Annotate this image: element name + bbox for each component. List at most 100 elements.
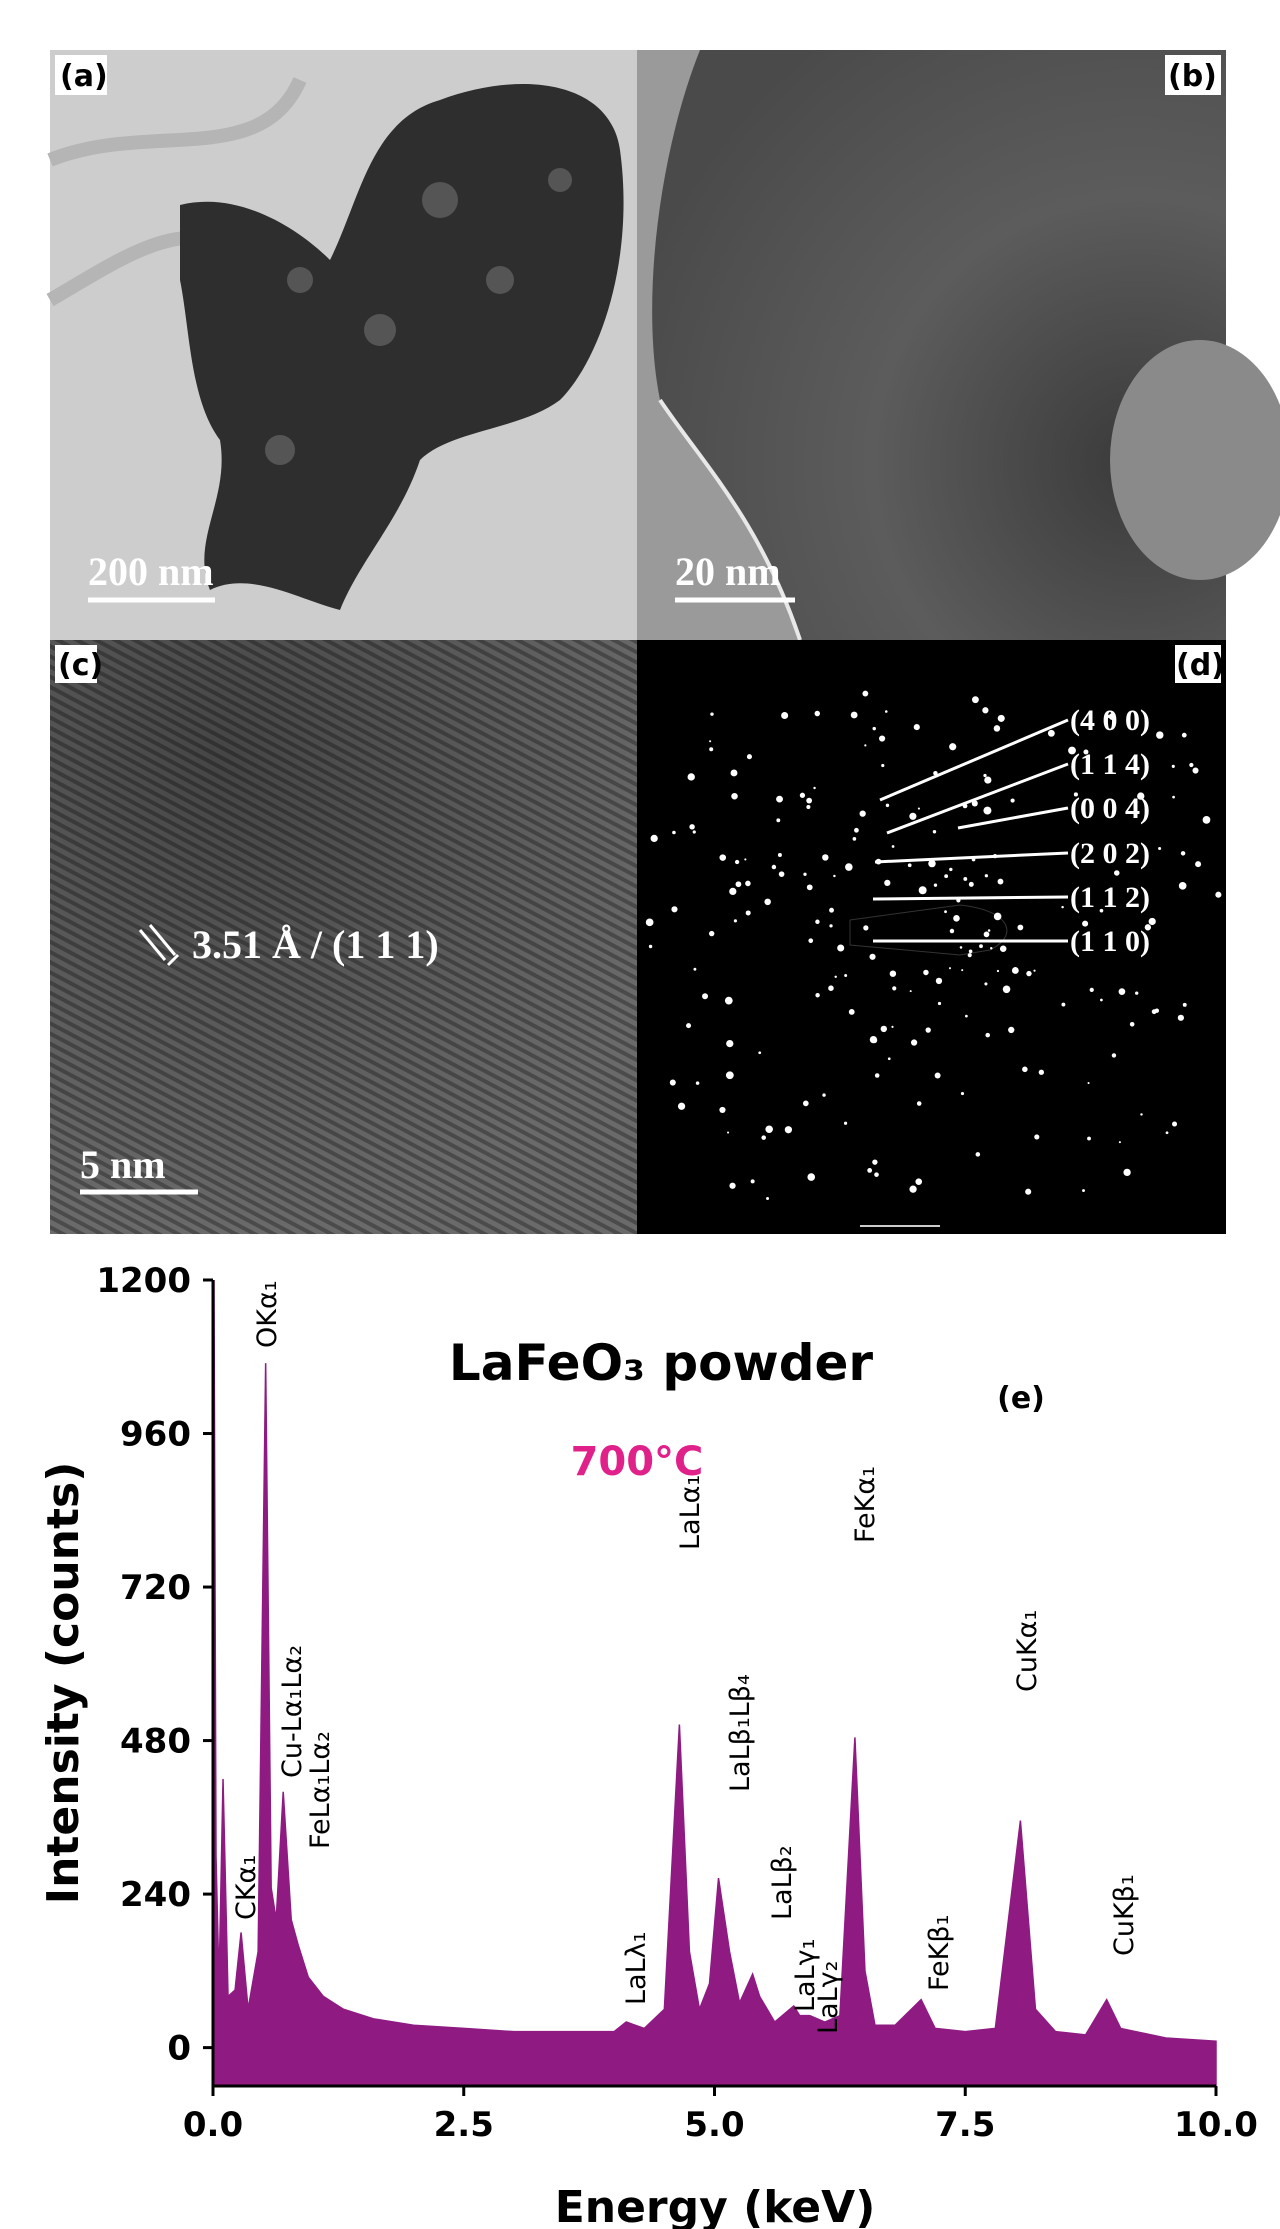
diffraction-spot xyxy=(776,818,781,823)
diffraction-spot xyxy=(1165,1131,1169,1135)
diffraction-spot xyxy=(802,1100,809,1107)
diffraction-spot xyxy=(834,975,837,979)
spectrum-area xyxy=(213,1279,1217,2087)
diffraction-spot xyxy=(1008,1026,1015,1034)
diffraction-spot xyxy=(869,953,876,960)
diffraction-spot xyxy=(725,1071,734,1080)
diffraction-spot xyxy=(1144,924,1152,931)
diffraction-spot xyxy=(881,763,885,768)
diffraction-spot xyxy=(710,712,714,716)
diffraction-spot xyxy=(913,724,920,731)
diffraction-spot xyxy=(864,744,867,747)
diffraction-spot xyxy=(806,797,813,804)
spot-label: (4 0 0) xyxy=(1070,704,1150,737)
diffraction-spot xyxy=(1111,1053,1117,1058)
diffraction-spot xyxy=(909,990,912,993)
spot-label: (2 0 2) xyxy=(1070,837,1150,870)
diffraction-spot xyxy=(758,1051,762,1055)
diffraction-spot xyxy=(915,1178,923,1185)
diffraction-spot xyxy=(878,735,886,742)
diffraction-spot xyxy=(854,827,859,833)
diffraction-spot xyxy=(1135,991,1139,995)
diffraction-spot xyxy=(1010,798,1015,803)
diffraction-spot xyxy=(645,918,654,927)
diffraction-spot xyxy=(987,929,991,932)
diffraction-spot xyxy=(1100,998,1103,1002)
diffraction-spot xyxy=(764,898,771,906)
y-tick-label: 960 xyxy=(120,1415,191,1455)
diffraction-spot xyxy=(813,786,816,790)
diffraction-spot xyxy=(776,795,783,803)
diffraction-spot xyxy=(997,714,1005,722)
diffraction-spot xyxy=(874,1073,880,1078)
lattice-annotation: 3.51 Å / (1 1 1) xyxy=(192,922,439,967)
diffraction-spot xyxy=(669,1079,676,1086)
peak-label: LaLλ₁ xyxy=(621,1932,652,2005)
panel-a: (a) 200 nm xyxy=(46,50,637,640)
diffraction-spot xyxy=(689,824,695,830)
diffraction-spot xyxy=(884,710,888,713)
diffraction-spot xyxy=(968,949,973,954)
diffraction-spot xyxy=(1123,1168,1131,1177)
peak-label: FeKα₁ xyxy=(850,1466,881,1543)
diffraction-spot xyxy=(708,930,715,937)
diffraction-spot xyxy=(672,830,676,835)
diffraction-spot xyxy=(923,969,929,976)
y-tick-label: 240 xyxy=(120,1875,191,1915)
diffraction-spot xyxy=(984,982,988,986)
diffraction-spot xyxy=(993,912,1002,921)
diffraction-spot xyxy=(829,924,833,928)
diffraction-spot xyxy=(709,740,712,743)
panel-label: (b) xyxy=(1168,59,1217,94)
diffraction-spot xyxy=(784,1126,793,1134)
diffraction-spot xyxy=(845,863,853,871)
diffraction-spot xyxy=(1033,969,1036,972)
diffraction-spot xyxy=(815,919,820,924)
diffraction-spot xyxy=(734,859,740,865)
scale-bar-label: 20 nm xyxy=(675,549,781,594)
diffraction-spot xyxy=(1171,764,1175,768)
scale-bar-label: 200 nm xyxy=(88,549,214,594)
diffraction-spot xyxy=(872,1159,878,1165)
diffraction-spot xyxy=(887,1057,891,1061)
diffraction-spot xyxy=(925,1027,931,1033)
diffraction-spot xyxy=(949,867,953,872)
diffraction-spot xyxy=(1089,987,1094,992)
spot-label: (1 1 2) xyxy=(1070,881,1150,914)
diffraction-spot xyxy=(803,872,807,876)
diffraction-spot xyxy=(1172,1121,1178,1127)
diffraction-spot xyxy=(869,1035,878,1044)
diffraction-spot xyxy=(726,1131,730,1134)
diffraction-spot xyxy=(1087,1082,1090,1085)
panel-label: (e) xyxy=(997,1381,1045,1416)
diffraction-spot xyxy=(828,985,834,991)
peak-label: LaLα₁ xyxy=(675,1475,706,1550)
peak-label: FeKβ₁ xyxy=(924,1915,955,1991)
diffraction-spot xyxy=(907,863,912,868)
peak-label: LaLβ₂ xyxy=(767,1845,798,1920)
diffraction-spot xyxy=(765,1125,773,1134)
diffraction-spot xyxy=(972,696,979,704)
diffraction-spot xyxy=(979,944,983,949)
diffraction-spot xyxy=(944,874,949,879)
diffraction-spot xyxy=(799,792,806,798)
diffraction-spot xyxy=(993,725,1001,732)
diffraction-spot xyxy=(971,800,978,807)
diffraction-spot xyxy=(833,874,836,878)
diffraction-spot xyxy=(1002,985,1011,994)
peak-label: CKα₁ xyxy=(231,1855,262,1920)
diffraction-spot xyxy=(944,910,947,914)
diffraction-spot xyxy=(909,1185,917,1193)
diffraction-spot xyxy=(917,807,920,810)
diffraction-spot xyxy=(778,871,785,877)
diffraction-spot xyxy=(984,776,992,784)
diffraction-spot xyxy=(733,919,737,923)
diffraction-spot xyxy=(1156,731,1164,739)
diffraction-spot xyxy=(985,1032,991,1038)
diffraction-spot xyxy=(967,953,972,958)
spot-label: (0 0 4) xyxy=(1070,792,1150,825)
diffraction-spot xyxy=(695,1081,700,1085)
diffraction-spot xyxy=(932,830,937,834)
chart-subtitle: 700°C xyxy=(571,1439,704,1485)
diffraction-spot xyxy=(983,931,990,938)
